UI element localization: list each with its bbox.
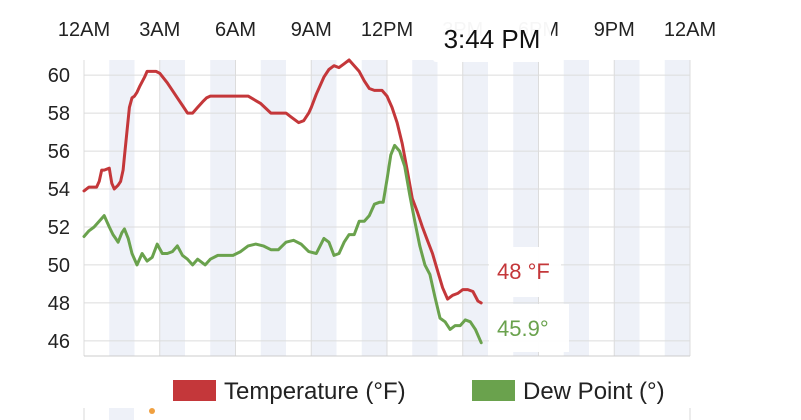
hour-band xyxy=(361,60,387,356)
legend-swatch-temperature[interactable] xyxy=(173,380,216,401)
legend: Temperature (°F) Dew Point (°) xyxy=(173,378,665,405)
x-tick-label: 9PM xyxy=(594,19,635,41)
series-lines xyxy=(82,58,483,345)
vertical-gridlines xyxy=(83,60,691,357)
legend-swatch-dewpoint[interactable] xyxy=(472,380,515,401)
y-tick-label: 46 xyxy=(48,331,70,353)
lower-panel-marker xyxy=(149,408,155,414)
tooltip-box xyxy=(433,18,551,62)
lower-panel-band xyxy=(109,408,134,420)
y-tick-label: 48 xyxy=(48,293,70,315)
dewpoint-end-label: 45.9° xyxy=(497,316,549,341)
temperature-end-label-box xyxy=(489,247,561,297)
y-tick-label: 60 xyxy=(48,65,70,87)
y-tick-label: 56 xyxy=(48,141,70,163)
x-tick-label: 12AM xyxy=(58,19,110,41)
y-tick-label: 50 xyxy=(48,255,70,277)
x-tick-label: 12AM xyxy=(664,19,716,41)
legend-label-dewpoint[interactable]: Dew Point (°) xyxy=(523,378,665,405)
dewpoint-line xyxy=(82,143,483,345)
tooltip-time: 3:44 PM xyxy=(444,24,541,54)
x-tick-label: 12PM xyxy=(361,19,413,41)
hour-band xyxy=(614,60,640,356)
y-tick-label: 54 xyxy=(48,179,70,201)
hour-band xyxy=(664,60,690,356)
hour-band xyxy=(462,60,488,356)
y-tick-label: 52 xyxy=(48,217,70,239)
x-tick-label: 9AM xyxy=(291,19,332,41)
hour-band xyxy=(210,60,236,356)
temperature-line xyxy=(82,58,483,305)
x-axis-labels: 12AM3AM6AM9AM12PM3PM6PM9PM12AM xyxy=(58,19,716,41)
legend-label-temperature[interactable]: Temperature (°F) xyxy=(224,378,406,405)
y-axis-labels: 60 58 56 54 52 50 48 46 xyxy=(48,65,70,353)
y-tick-label: 58 xyxy=(48,103,70,125)
lower-panel xyxy=(83,408,691,420)
hour-band xyxy=(159,60,185,356)
dewpoint-end-label-box xyxy=(489,304,569,352)
hour-band xyxy=(260,60,286,356)
x-tick-label: 6AM xyxy=(215,19,256,41)
hour-band xyxy=(311,60,337,356)
x-tick-label: 3AM xyxy=(139,19,180,41)
temperature-end-label: 48 °F xyxy=(497,259,550,284)
